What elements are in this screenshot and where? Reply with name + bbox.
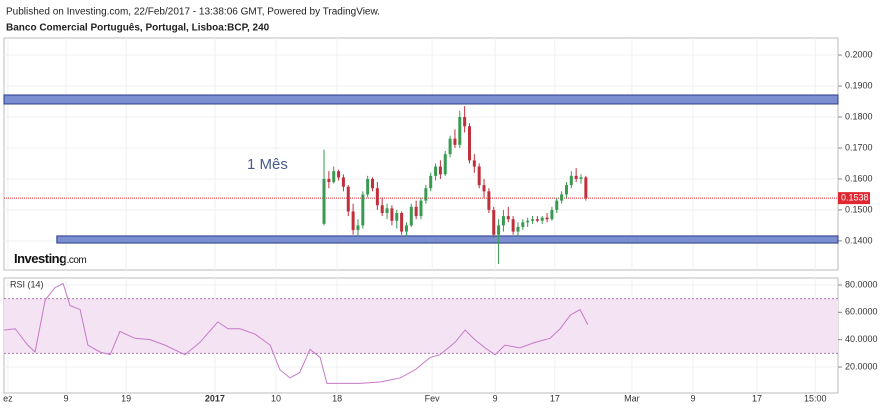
candle-body <box>337 171 341 178</box>
y-tick-label: 40.0000 <box>845 334 878 344</box>
x-tick-label: 9 <box>691 393 696 403</box>
candle-body <box>443 154 447 175</box>
candle-body <box>579 177 583 179</box>
price-label-box <box>838 192 870 205</box>
candle-body <box>351 211 355 231</box>
candle-body <box>482 185 486 192</box>
candle-body <box>409 206 413 226</box>
x-tick-label: 18 <box>332 393 342 403</box>
main-panel <box>3 37 839 271</box>
candle-body <box>463 116 467 127</box>
zone <box>56 235 839 244</box>
x-tick-label: 19 <box>121 393 131 403</box>
candle-body <box>327 178 331 183</box>
x-tick-label: 9 <box>64 393 69 403</box>
candle-body <box>390 208 394 221</box>
candle-body <box>429 175 433 189</box>
candle-body <box>555 200 559 210</box>
candle-body <box>569 175 573 186</box>
logo: Investing.com <box>14 251 86 266</box>
candle-body <box>434 166 438 176</box>
y-tick-label: 0.1900 <box>845 80 873 90</box>
rsi-title: RSI (14) <box>10 279 44 289</box>
candle-body <box>366 178 370 195</box>
price-label: 0.1538 <box>841 193 869 203</box>
candle-body <box>511 219 515 232</box>
candle-body <box>404 225 408 232</box>
candle-body <box>341 177 345 187</box>
candle-body <box>424 188 428 201</box>
candle-body <box>526 220 530 223</box>
zone <box>3 94 839 105</box>
candle-body <box>472 160 476 167</box>
candle-body <box>564 185 568 195</box>
candle-body <box>400 213 404 232</box>
x-tick-label: 17 <box>550 393 560 403</box>
candle-body <box>356 225 360 231</box>
candle-body <box>322 178 326 224</box>
symbol-title: Banco Comercial Português, Portugal, Lis… <box>6 23 270 34</box>
candle-body <box>584 177 588 199</box>
candle-body <box>521 222 525 227</box>
x-tick-label: 2017 <box>205 393 225 403</box>
logo-suffix: .com <box>67 255 87 266</box>
candle-body <box>453 138 457 145</box>
y-tick-label: 0.1500 <box>845 204 873 214</box>
candle-body <box>371 178 375 189</box>
candle-body <box>477 166 481 186</box>
x-tick-label: Mar <box>624 393 640 403</box>
x-tick-label: 10 <box>271 393 281 403</box>
candle-body <box>332 171 336 183</box>
y-tick-label: 0.1700 <box>845 142 873 152</box>
candle-body <box>531 219 535 221</box>
candle-body <box>467 126 471 161</box>
rsi-band <box>4 298 838 354</box>
candle-body <box>550 209 554 220</box>
candle-body <box>361 194 365 226</box>
candle-body <box>497 225 501 235</box>
candle-body <box>535 219 539 221</box>
candle-body <box>506 216 510 220</box>
x-tick-label: ez <box>3 393 13 403</box>
candle-body <box>516 226 520 232</box>
x-tick-label: 17 <box>752 393 762 403</box>
logo-name: Investing <box>14 251 67 266</box>
x-tick-label: 9 <box>493 393 498 403</box>
x-tick-label: Fev <box>425 393 441 403</box>
candle-body <box>560 194 564 201</box>
candle-body <box>501 216 505 226</box>
annotation: 1 Mês <box>247 156 288 173</box>
candle-body <box>540 217 544 221</box>
y-tick-label: 0.1600 <box>845 173 873 183</box>
candle-body <box>458 116 462 145</box>
y-tick-label: 0.2000 <box>845 49 873 59</box>
y-tick-label: 80.0000 <box>845 279 878 289</box>
candle-body <box>380 205 384 214</box>
candle-body <box>574 175 578 179</box>
rsi-line <box>3 282 589 384</box>
y-tick-label: 60.0000 <box>845 307 878 317</box>
candle-body <box>346 186 350 212</box>
y-tick-label: 20.0000 <box>845 361 878 371</box>
candle-body <box>438 166 442 175</box>
candle-body <box>492 209 496 235</box>
candle-body <box>545 217 549 220</box>
candle-body <box>448 138 452 155</box>
candle-body <box>414 206 418 217</box>
x-tick-label: 15:00 <box>804 393 827 403</box>
published-note: Published on Investing.com, 22/Feb/2017 … <box>6 7 380 18</box>
candle-body <box>375 188 379 206</box>
candle-body <box>419 200 423 217</box>
candle-body <box>395 213 399 221</box>
y-tick-label: 0.1400 <box>845 235 873 245</box>
candle-body <box>385 208 389 214</box>
candle-body <box>487 191 491 210</box>
y-tick-label: 0.1800 <box>845 111 873 121</box>
